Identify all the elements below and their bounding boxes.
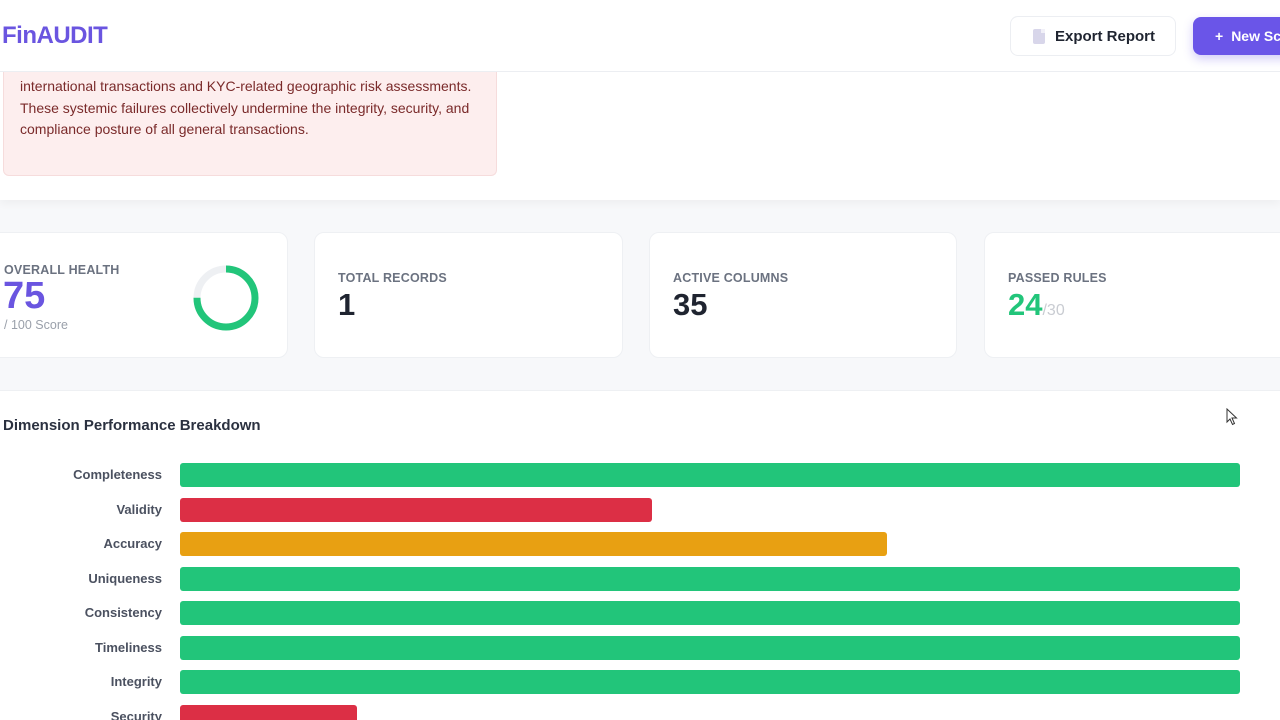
bar-accuracy[interactable]: [180, 532, 888, 556]
bar-timeliness[interactable]: [180, 635, 1240, 660]
bar-row-consistency: Consistency: [0, 601, 1280, 625]
passed-rules-value: 24/30: [1008, 287, 1065, 323]
document-icon: [1033, 28, 1045, 44]
app-logo[interactable]: FinAUDIT: [2, 22, 108, 49]
total-records-label: TOTAL RECORDS: [338, 271, 447, 285]
stats-row: OVERALL HEALTH 75 / 100 Score TOTAL RECO…: [0, 232, 1280, 360]
overall-health-value: 75: [3, 275, 46, 317]
bar-row-validity: Validity: [0, 497, 1280, 522]
bar-label-completeness: Completeness: [73, 467, 162, 482]
active-columns-card: ACTIVE COLUMNS 35: [649, 232, 957, 358]
passed-rules-count: 24: [1008, 287, 1043, 322]
export-report-label: Export Report: [1055, 27, 1156, 45]
bar-uniqueness[interactable]: [180, 566, 1240, 591]
total-records-card: TOTAL RECORDS 1: [314, 232, 623, 358]
bar-security[interactable]: [180, 704, 358, 720]
new-scan-label: New Scan: [1231, 28, 1280, 44]
bar-row-timeliness: Timeliness: [0, 635, 1280, 660]
health-ring-chart: [193, 265, 259, 331]
bar-row-completeness: Completeness: [0, 463, 1280, 487]
dimension-chart-panel: Dimension Performance Breakdown Complete…: [0, 390, 1280, 720]
bar-completeness[interactable]: [180, 463, 1240, 487]
active-columns-label: ACTIVE COLUMNS: [673, 271, 789, 285]
risk-alert-box: international transactions and KYC-relat…: [3, 72, 497, 176]
bar-row-uniqueness: Uniqueness: [0, 566, 1280, 591]
health-ring-arc: [193, 265, 259, 331]
passed-rules-total: /30: [1042, 302, 1065, 319]
chart-title: Dimension Performance Breakdown: [3, 417, 261, 434]
executive-summary-panel: international transactions and KYC-relat…: [0, 72, 1280, 200]
bar-row-accuracy: Accuracy: [0, 532, 1280, 556]
mouse-cursor-icon: [1226, 408, 1238, 426]
active-columns-value: 35: [673, 287, 708, 322]
new-scan-button[interactable]: + New Scan: [1193, 17, 1280, 55]
bar-label-consistency: Consistency: [84, 605, 162, 620]
bar-label-timeliness: Timeliness: [95, 639, 162, 655]
total-records-value: 1: [338, 287, 356, 322]
bar-row-security: Security: [0, 704, 1280, 720]
bar-consistency[interactable]: [180, 601, 1240, 625]
bar-row-integrity: Integrity: [0, 670, 1280, 694]
risk-alert-text: international transactions and KYC-relat…: [20, 78, 472, 137]
bar-label-accuracy: Accuracy: [103, 536, 162, 551]
overall-health-sub: / 100 Score: [4, 318, 68, 332]
bar-label-security: Security: [110, 708, 162, 720]
overall-health-label: OVERALL HEALTH: [4, 263, 120, 277]
bar-label-validity: Validity: [116, 501, 162, 517]
overall-health-card: OVERALL HEALTH 75 / 100 Score: [0, 232, 288, 358]
top-header: FinAUDIT Export Report + New Scan: [0, 0, 1280, 72]
passed-rules-card: PASSED RULES 24/30: [984, 232, 1280, 358]
bar-label-integrity: Integrity: [110, 674, 162, 689]
export-report-button[interactable]: Export Report: [1010, 16, 1176, 56]
plus-icon: +: [1215, 28, 1224, 44]
bar-integrity[interactable]: [180, 670, 1240, 694]
bar-validity[interactable]: [180, 497, 652, 522]
passed-rules-label: PASSED RULES: [1008, 271, 1107, 285]
bar-label-uniqueness: Uniqueness: [88, 570, 162, 586]
